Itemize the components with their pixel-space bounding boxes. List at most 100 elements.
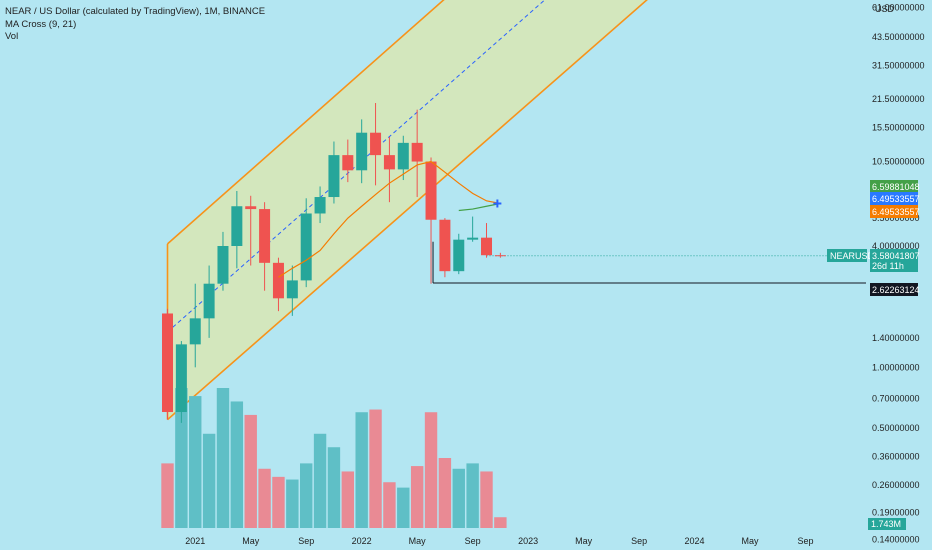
- price-tag: [870, 192, 918, 205]
- candle-body: [411, 142, 423, 162]
- channel-median-line: [167, 0, 546, 333]
- candle-body: [342, 155, 354, 171]
- candle-body: [328, 155, 340, 198]
- ma-fast-line: [278, 160, 501, 278]
- x-tick-label: May: [742, 536, 760, 546]
- symbol-tag-label: NEARUSD: [830, 251, 875, 261]
- candle-body: [453, 239, 465, 272]
- candle-body: [189, 318, 201, 345]
- price-tag: [870, 249, 918, 272]
- y-tick-label: 0.26000000: [872, 480, 920, 490]
- ma-cross-marker: [493, 199, 502, 208]
- candle-body: [245, 206, 257, 210]
- y-tick-label: 15.50000000: [872, 122, 925, 132]
- volume-bar: [313, 433, 327, 528]
- price-tag-label: 3.58041807: [872, 251, 920, 261]
- candle-body: [356, 132, 368, 171]
- candle-body: [162, 313, 173, 413]
- volume-bar: [327, 447, 341, 528]
- volume-tag-label: 1.743M: [871, 519, 901, 529]
- ma-cross-indicator-label[interactable]: MA Cross (9, 21): [5, 18, 77, 30]
- symbol-tag: [827, 249, 867, 262]
- candle-body: [314, 197, 326, 214]
- volume-bar: [216, 388, 230, 528]
- volume-indicator-label[interactable]: Vol: [5, 31, 19, 42]
- candle-body: [272, 262, 284, 299]
- x-tick-label: 2023: [518, 536, 538, 546]
- price-tag: [870, 180, 918, 193]
- y-tick-label: 1.00000000: [872, 362, 920, 372]
- x-tick-label: May: [242, 536, 260, 546]
- volume-bar: [272, 476, 285, 528]
- candle-body: [439, 219, 451, 272]
- y-tick-label: 0.70000000: [872, 394, 920, 404]
- y-tick-label: 1.40000000: [872, 333, 920, 343]
- price-tag-label: 6.59881048: [872, 182, 920, 192]
- volume-bar: [286, 479, 299, 528]
- x-tick-label: May: [575, 536, 593, 546]
- price-tag: [870, 283, 918, 296]
- price-tag-label: 6.49533557: [872, 194, 920, 204]
- x-tick-label: May: [409, 536, 427, 546]
- candle-body: [286, 280, 298, 299]
- y-axis-unit: USD: [875, 4, 895, 14]
- symbol-title[interactable]: NEAR / US Dollar (calculated by TradingV…: [5, 6, 266, 17]
- y-tick-label: 5.50000000: [872, 213, 920, 223]
- volume-bar: [175, 388, 188, 528]
- x-tick-label: Sep: [465, 536, 481, 546]
- volume-bar: [369, 409, 382, 528]
- y-tick-label: 10.50000000: [872, 157, 925, 167]
- candle-body: [231, 206, 243, 246]
- candle-body: [397, 142, 409, 170]
- price-tag: [870, 205, 918, 218]
- x-tick-label: 2022: [352, 536, 372, 546]
- volume-tag: [868, 518, 906, 530]
- volume-bar: [300, 463, 313, 528]
- volume-bar: [244, 414, 257, 528]
- volume-bar: [438, 458, 452, 528]
- channel-lower-line: [166, 0, 648, 421]
- y-tick-label: 31.50000000: [872, 60, 925, 70]
- candle-body: [217, 246, 229, 284]
- candle-body: [370, 132, 382, 156]
- volume-bar: [466, 463, 479, 528]
- volume-bar: [397, 487, 410, 528]
- y-tick-label: 0.19000000: [872, 508, 920, 518]
- volume-bar: [424, 412, 438, 528]
- y-tick-label: 0.50000000: [872, 423, 920, 433]
- volume-bar: [230, 401, 244, 528]
- candle-body: [481, 237, 493, 256]
- volume-bar: [410, 466, 424, 528]
- candle-body: [425, 161, 437, 220]
- candle-body: [383, 155, 395, 170]
- x-tick-label: Sep: [298, 536, 314, 546]
- volume-bar: [383, 482, 396, 528]
- y-tick-label: 61.00000000: [872, 3, 925, 13]
- chart-legend: NEAR / US Dollar (calculated by TradingV…: [5, 6, 265, 44]
- volume-bar: [355, 412, 368, 528]
- volume-bar: [341, 471, 355, 528]
- volume-bar: [202, 433, 216, 528]
- price-tag-label: 6.49533557: [872, 207, 920, 217]
- volume-bar: [480, 471, 493, 528]
- candle-body: [300, 213, 312, 281]
- volume-bar: [452, 468, 465, 528]
- candle-body: [494, 255, 506, 257]
- y-tick-label: 21.50000000: [872, 94, 925, 104]
- candle-body: [467, 237, 479, 240]
- candle-body: [259, 209, 271, 263]
- y-tick-label: 4.00000000: [872, 241, 920, 251]
- volume-bar: [161, 463, 174, 528]
- volume-bar: [258, 468, 271, 528]
- channel-upper-line: [166, 0, 445, 245]
- volume-bar: [494, 517, 507, 528]
- x-tick-label: 2021: [185, 536, 205, 546]
- x-tick-label: Sep: [631, 536, 647, 546]
- y-tick-label: 0.14000000: [872, 534, 920, 544]
- countdown-label: 26d 11h: [872, 261, 904, 271]
- volume-bar: [189, 396, 202, 528]
- y-tick-label: 0.36000000: [872, 452, 920, 462]
- ma-slow-line: [458, 202, 501, 212]
